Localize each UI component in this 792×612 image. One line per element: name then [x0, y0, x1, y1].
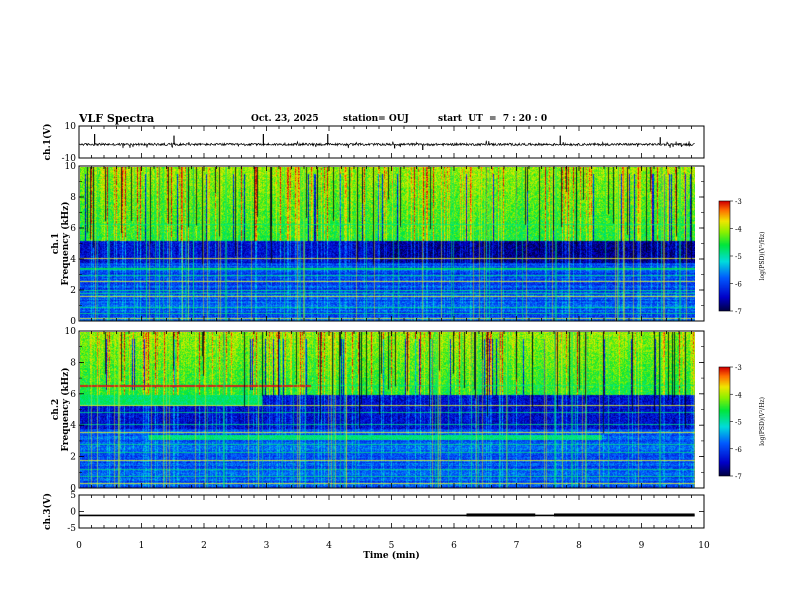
colorbar-1-tick-label-2: -4	[735, 226, 742, 234]
xtick-label-1: 0	[76, 541, 82, 551]
start-ut-prefix: start UT =	[438, 114, 497, 124]
colorbar-2-tick-label-5: -7	[735, 473, 742, 481]
colorbar-1-tick-label-4: -6	[735, 281, 742, 289]
ylabel-1: ch.1(V)	[42, 124, 53, 161]
colorbar-1-gradient	[719, 201, 730, 311]
ytick-label-3-5: 8	[70, 358, 76, 368]
colorbar-2-label: log(PSD)(V²/Hz)	[759, 397, 766, 446]
ytick-label-4-1: 5	[70, 491, 76, 501]
ylabel-3-bottom: Frequency (kHz)	[60, 367, 71, 451]
start-ut-value: 7 : 20 : 0	[502, 114, 548, 124]
date-label: Oct. 23, 2025	[251, 114, 319, 124]
ytick-label-4-3: -5	[67, 524, 76, 534]
colorbar-2-tick-label-3: -5	[735, 419, 742, 427]
station-label: station= OUJ	[343, 114, 409, 124]
ytick-label-3-4: 6	[70, 390, 76, 400]
colorbar-2-tick-label-2: -4	[735, 391, 742, 399]
colorbar-1-label: log(PSD)(V²/Hz)	[759, 232, 766, 281]
xtick-label-5: 4	[326, 541, 332, 551]
ch1-waveform-line	[79, 140, 695, 149]
xtick-label-2: 1	[139, 541, 145, 551]
xtick-label-11: 10	[698, 541, 710, 551]
ytick-label-2-6: 10	[65, 162, 77, 172]
colorbar-1-tick-label-3: -5	[735, 253, 742, 261]
xtick-label-3: 2	[201, 541, 207, 551]
ytick-label-2-5: 8	[70, 193, 76, 203]
ylabel-3-top: ch.2	[51, 399, 61, 420]
colorbar-1-tick-label-1: -3	[735, 198, 742, 206]
xtick-label-6: 5	[389, 541, 395, 551]
colorbar-2-tick-label-4: -6	[735, 446, 742, 454]
ch3-high-segment-1	[466, 513, 536, 517]
ytick-label-3-1: 0	[70, 484, 76, 494]
xtick-label-7: 6	[451, 541, 457, 551]
colorbar-2-tick-label-1: -3	[735, 364, 742, 372]
xtick-label-9: 8	[576, 541, 582, 551]
spectrogram-image-1	[80, 167, 695, 321]
ytick-label-2-3: 4	[70, 255, 76, 265]
chart-title: VLF Spectra	[79, 112, 155, 125]
colorbar-2-gradient	[719, 367, 730, 476]
ylabel-2-top: ch.1	[51, 233, 61, 254]
ytick-label-4-2: 0	[70, 508, 76, 518]
ytick-label-1-2: -10	[62, 154, 77, 164]
ylabel-2-bottom: Frequency (kHz)	[60, 201, 71, 285]
x-axis-label: Time (min)	[363, 550, 420, 561]
xtick-label-4: 3	[264, 541, 270, 551]
colorbar-1-tick-label-5: -7	[735, 308, 742, 316]
ytick-label-2-2: 2	[70, 286, 76, 296]
ytick-label-3-3: 4	[70, 421, 76, 431]
ytick-label-2-1: 0	[70, 317, 76, 327]
start-ut-label: start UT = 7 : 20 : 0	[438, 113, 547, 125]
xtick-label-10: 9	[639, 541, 645, 551]
ylabel-4: ch.3(V)	[42, 493, 53, 530]
spectrogram-image-2	[80, 332, 695, 488]
ytick-label-3-2: 2	[70, 453, 76, 463]
ytick-label-1-1: 10	[65, 122, 77, 132]
xtick-label-8: 7	[514, 541, 520, 551]
ytick-label-2-4: 6	[70, 224, 76, 234]
ytick-label-3-6: 10	[65, 327, 77, 337]
ch3-high-segment-2	[554, 513, 695, 517]
